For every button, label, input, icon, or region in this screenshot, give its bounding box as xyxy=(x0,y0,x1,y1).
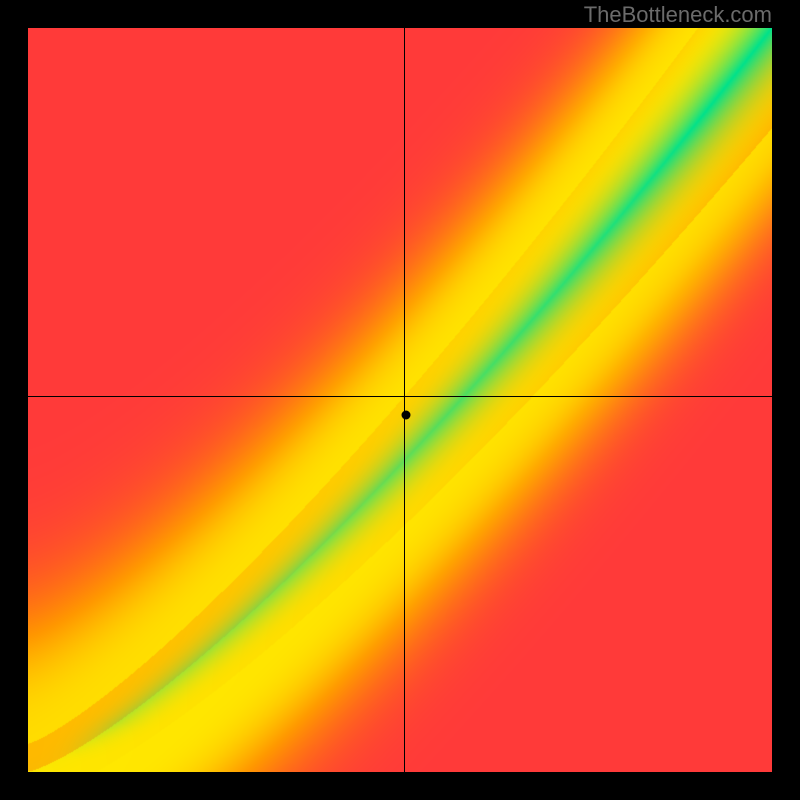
watermark-text: TheBottleneck.com xyxy=(584,2,772,28)
plot-area xyxy=(28,28,772,772)
heatmap-canvas xyxy=(28,28,772,772)
marker-dot xyxy=(401,410,410,419)
chart-container: TheBottleneck.com xyxy=(0,0,800,800)
crosshair-vertical xyxy=(404,28,405,772)
crosshair-horizontal xyxy=(28,396,772,397)
